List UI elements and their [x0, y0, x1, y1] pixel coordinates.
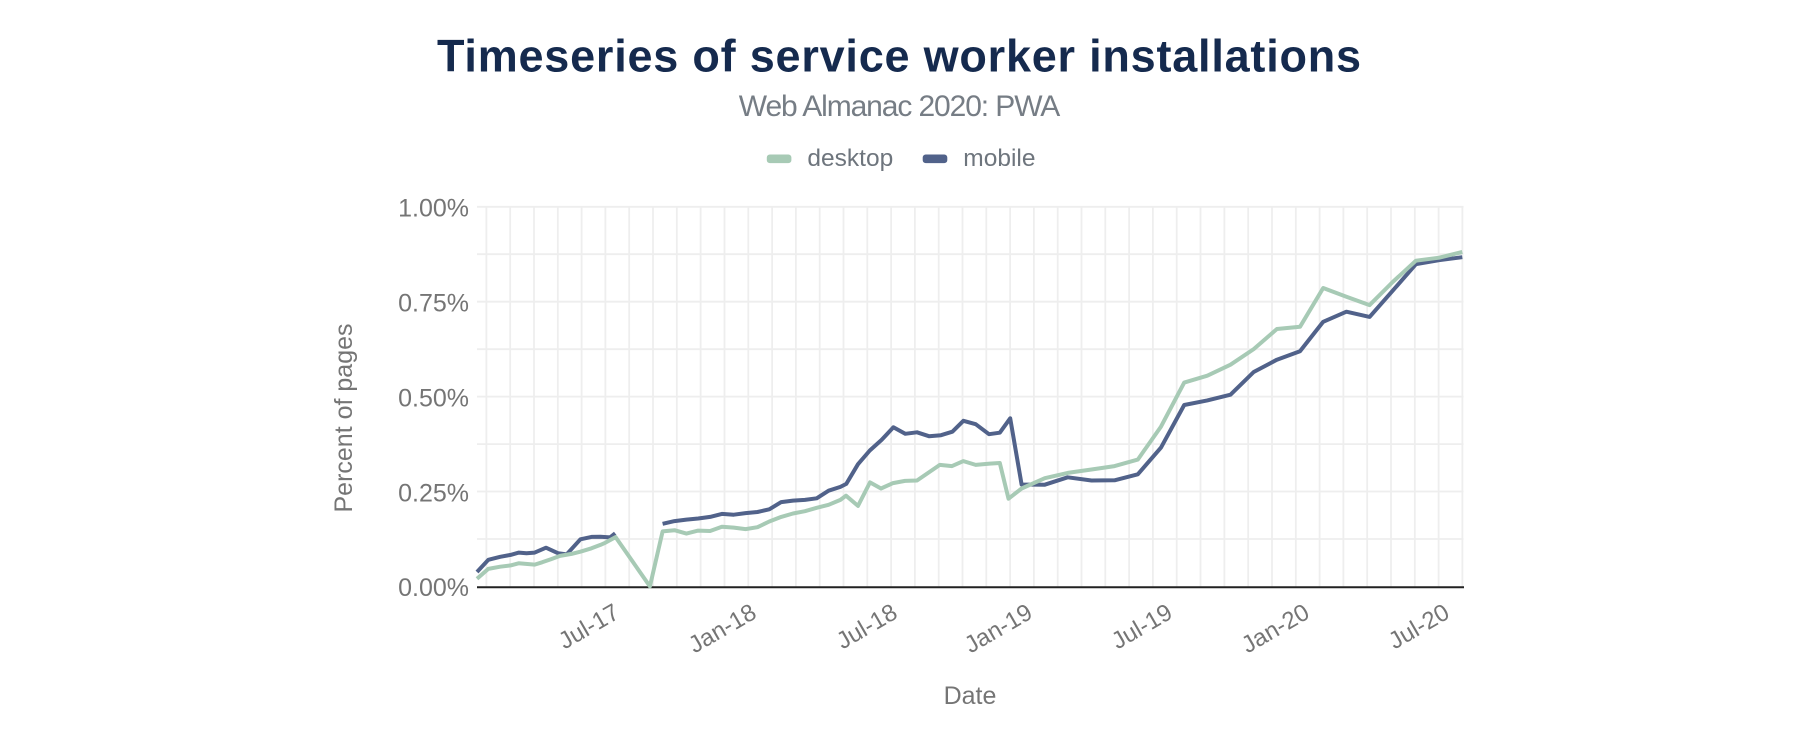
svg-text:1.00%: 1.00% — [398, 195, 469, 223]
svg-text:Date: Date — [944, 682, 997, 710]
svg-text:0.75%: 0.75% — [398, 290, 469, 318]
svg-text:desktop: desktop — [807, 145, 893, 172]
svg-text:mobile: mobile — [963, 145, 1035, 172]
svg-text:0.50%: 0.50% — [398, 384, 469, 412]
svg-text:Timeseries of service worker i: Timeseries of service worker installatio… — [437, 30, 1362, 81]
svg-text:0.00%: 0.00% — [398, 574, 469, 602]
svg-text:0.25%: 0.25% — [398, 479, 469, 507]
svg-text:Percent of pages: Percent of pages — [330, 323, 358, 512]
svg-text:Web Almanac 2020: PWA: Web Almanac 2020: PWA — [739, 90, 1060, 123]
